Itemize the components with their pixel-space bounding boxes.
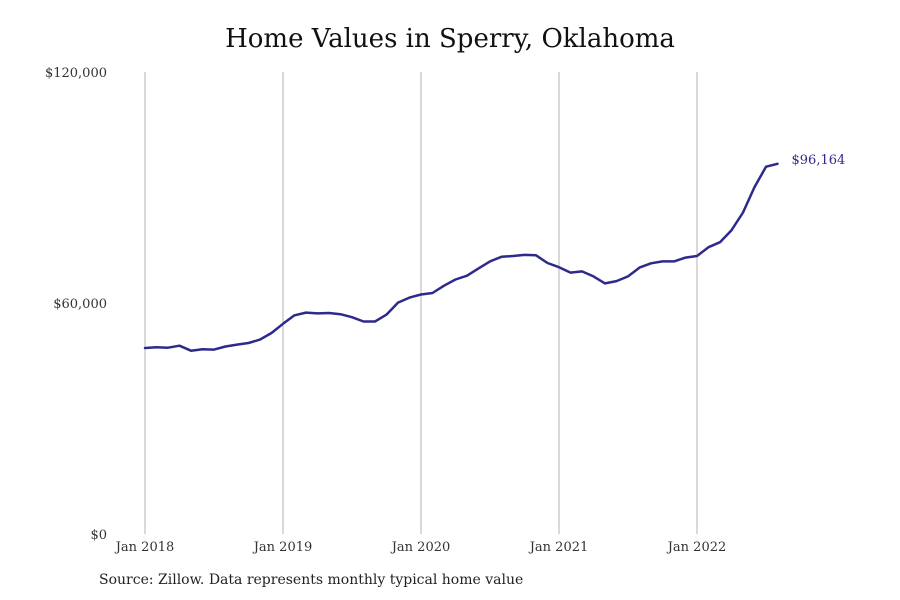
y-tick-label: $120,000 (45, 66, 107, 81)
x-tick-label: Jan 2018 (114, 540, 175, 555)
x-axis: Jan 2018 Jan 2019 Jan 2020 Jan 2021 Jan 2022 (114, 540, 727, 555)
y-tick-label: $60,000 (53, 297, 107, 312)
source-note: Source: Zillow. Data represents monthly … (99, 572, 524, 588)
chart-title: Home Values in Sperry, Oklahoma (225, 24, 675, 54)
end-value-label: $96,164 (792, 153, 846, 168)
x-tick-label: Jan 2022 (666, 540, 727, 555)
y-axis: $0 $60,000 $120,000 (45, 66, 107, 543)
x-tick-label: Jan 2020 (390, 540, 451, 555)
series-line-0 (143, 162, 779, 352)
y-tick-label: $0 (90, 528, 107, 543)
x-tick-label: Jan 2019 (252, 540, 313, 555)
series-layer: $96,164 (143, 153, 846, 352)
gridlines (144, 72, 698, 534)
x-tick-label: Jan 2021 (528, 540, 589, 555)
